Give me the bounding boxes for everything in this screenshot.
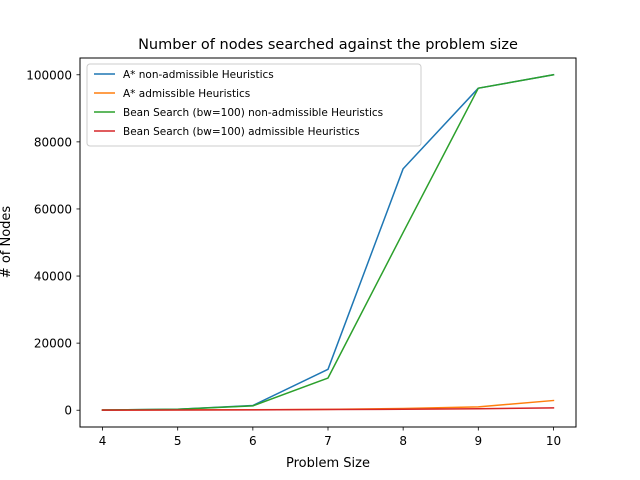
y-tick-label: 80000 bbox=[34, 135, 72, 149]
y-tick-label: 100000 bbox=[26, 68, 72, 82]
y-tick-label: 60000 bbox=[34, 202, 72, 216]
y-tick-label: 20000 bbox=[34, 337, 72, 351]
chart-title: Number of nodes searched against the pro… bbox=[138, 37, 518, 53]
x-tick-label: 6 bbox=[249, 434, 257, 448]
x-tick-label: 10 bbox=[546, 434, 561, 448]
x-axis-label: Problem Size bbox=[286, 456, 370, 471]
y-axis: 0 20000 40000 60000 80000 100000 bbox=[26, 68, 80, 418]
legend-label-3: Bean Search (bw=100) admissible Heuristi… bbox=[123, 126, 360, 138]
x-tick-label: 8 bbox=[399, 434, 407, 448]
series-line-3 bbox=[101, 407, 555, 411]
legend-box bbox=[86, 63, 422, 147]
legend-label-1: A* admissible Heuristics bbox=[123, 88, 250, 100]
y-tick-label: 40000 bbox=[34, 270, 72, 284]
legend-label-0: A* non-admissible Heuristics bbox=[123, 69, 274, 81]
legend: A* non-admissible Heuristics A* admissibl… bbox=[86, 63, 422, 147]
series-line-2 bbox=[101, 73, 555, 411]
x-axis: 4 5 6 7 8 9 10 bbox=[99, 427, 561, 448]
y-tick-label: 0 bbox=[64, 404, 72, 418]
x-tick-label: 5 bbox=[174, 434, 182, 448]
x-tick-label: 4 bbox=[99, 434, 107, 448]
x-tick-label: 7 bbox=[324, 434, 332, 448]
y-axis-label: # of Nodes bbox=[0, 206, 14, 279]
x-tick-label: 9 bbox=[474, 434, 482, 448]
plot-area bbox=[101, 73, 555, 411]
legend-label-2: Bean Search (bw=100) non-admissible Heur… bbox=[123, 107, 383, 119]
